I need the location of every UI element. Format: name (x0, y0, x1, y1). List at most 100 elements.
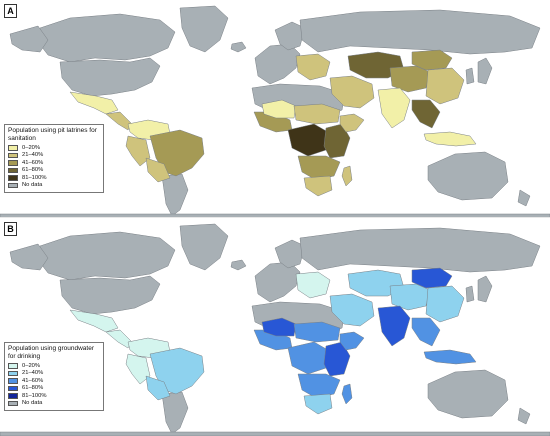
panel-divider (0, 217, 550, 218)
land-alaska (9, 243, 49, 271)
region-madagascar (341, 383, 353, 405)
land-greenland (179, 223, 229, 271)
legend-label: 0–20% (22, 144, 41, 151)
legend-swatch (8, 160, 18, 166)
region-peru-ecuador (125, 135, 151, 167)
legend-title-b: Population using groundwater for drinkin… (8, 345, 95, 360)
legend-swatch (8, 363, 18, 369)
region-peru-ecuador (125, 353, 151, 385)
legend-swatch (8, 385, 18, 391)
land-russia (299, 227, 541, 273)
region-mexico (69, 309, 119, 333)
legend-label: 21–40% (22, 152, 44, 159)
region-west-africa-inland (261, 99, 297, 119)
legend-item: 21–40% (8, 152, 100, 160)
legend-item: 61–80% (8, 385, 100, 393)
legend-label: 81–100% (22, 392, 47, 399)
legend-label: No data (22, 182, 43, 189)
land-antarctic-strip (0, 431, 550, 436)
region-middle-east (329, 293, 375, 327)
legend-item: 81–100% (8, 392, 100, 400)
legend-a: Population using pit latrines for sanita… (4, 124, 104, 193)
legend-item: 81–100% (8, 174, 100, 182)
land-usa (59, 275, 161, 315)
legend-label: 61–80% (22, 167, 44, 174)
legend-item: 21–40% (8, 370, 100, 378)
land-iceland (230, 41, 247, 53)
world-map-b (0, 218, 550, 436)
region-mongolia (411, 49, 453, 71)
legend-b: Population using groundwater for drinkin… (4, 342, 104, 411)
region-india (377, 87, 411, 129)
land-alaska (9, 25, 49, 53)
legend-item: 41–60% (8, 159, 100, 167)
land-europe-west (254, 43, 301, 85)
land-europe-west (254, 261, 301, 303)
land-korea (465, 67, 475, 85)
region-indonesia (423, 349, 477, 365)
region-southeast-asia (411, 317, 441, 347)
region-southern-africa (297, 373, 341, 399)
legend-swatch (8, 400, 18, 406)
legend-rows-b: 0–20% 21–40% 41–60% 61–80% 81–100% No data (8, 362, 100, 407)
region-horn-africa (339, 331, 365, 351)
land-na-canada (37, 231, 176, 281)
land-iceland (230, 259, 247, 271)
region-horn-africa (339, 113, 365, 133)
legend-swatch (8, 145, 18, 151)
region-bolivia-paraguay (145, 157, 171, 183)
region-sahel (293, 103, 341, 125)
region-west-africa-inland (261, 317, 297, 337)
land-japan (477, 57, 493, 85)
region-indonesia (423, 131, 477, 147)
legend-rows-a: 0–20% 21–40% 41–60% 61–80% 81–100% No data (8, 144, 100, 189)
legend-swatch (8, 378, 18, 384)
region-bolivia-paraguay (145, 375, 171, 401)
legend-label: No data (22, 400, 43, 407)
legend-swatch (8, 152, 18, 158)
legend-item: 0–20% (8, 144, 100, 152)
legend-swatch (8, 370, 18, 376)
region-south-africa (303, 175, 333, 197)
region-south-africa (303, 393, 333, 415)
land-australia (427, 151, 509, 201)
land-new-zealand (517, 407, 531, 425)
land-australia (427, 369, 509, 419)
map-panel-a: A Population using pit latrines for sani… (0, 4, 550, 218)
land-scandinavia (274, 239, 306, 269)
land-usa (59, 57, 161, 97)
land-argentina-chile (161, 173, 189, 217)
region-mexico (69, 91, 119, 115)
region-southeast-asia (411, 99, 441, 129)
land-na-canada (37, 13, 176, 63)
panel-label-a: A (4, 4, 17, 18)
region-eastern-europe (295, 271, 331, 299)
region-china-west (389, 65, 431, 93)
legend-label: 61–80% (22, 385, 44, 392)
legend-label: 81–100% (22, 174, 47, 181)
land-new-zealand (517, 189, 531, 207)
legend-label: 41–60% (22, 377, 44, 384)
region-eastern-europe (295, 53, 331, 81)
legend-swatch (8, 393, 18, 399)
panel-label-b: B (4, 222, 17, 236)
region-china-east (425, 67, 465, 105)
legend-swatch (8, 167, 18, 173)
legend-swatch (8, 182, 18, 188)
land-korea (465, 285, 475, 303)
legend-swatch (8, 175, 18, 181)
legend-label: 21–40% (22, 370, 44, 377)
legend-item: No data (8, 400, 100, 408)
land-japan (477, 275, 493, 303)
legend-item: 41–60% (8, 377, 100, 385)
region-madagascar (341, 165, 353, 187)
legend-title-a: Population using pit latrines for sanita… (8, 127, 97, 142)
legend-item: 61–80% (8, 167, 100, 175)
land-argentina-chile (161, 391, 189, 435)
region-sahel (293, 321, 341, 343)
region-middle-east (329, 75, 375, 109)
land-scandinavia (274, 21, 306, 51)
region-mongolia (411, 267, 453, 289)
legend-item: 0–20% (8, 362, 100, 370)
land-greenland (179, 5, 229, 53)
